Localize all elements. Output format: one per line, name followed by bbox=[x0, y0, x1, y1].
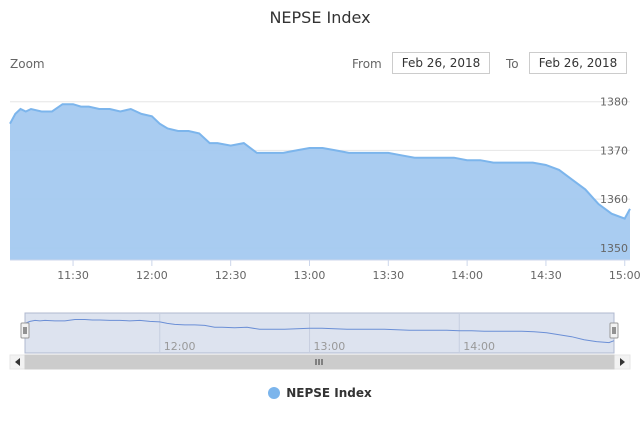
x-tick-label: 15:00 bbox=[609, 269, 640, 282]
legend-label: NEPSE Index bbox=[286, 386, 372, 400]
navigator-series-line bbox=[24, 319, 615, 344]
series-area bbox=[10, 104, 630, 260]
to-date-input[interactable]: Feb 26, 2018 bbox=[529, 52, 627, 74]
scroll-left-arrow-icon[interactable] bbox=[15, 358, 20, 366]
series-line bbox=[9, 103, 631, 220]
navigator-tick-label: 13:00 bbox=[314, 340, 346, 353]
legend-item-nepse-index[interactable]: NEPSE Index bbox=[0, 386, 640, 400]
navigator-tick-label: 12:00 bbox=[164, 340, 196, 353]
x-tick-label: 12:00 bbox=[136, 269, 168, 282]
x-axis: 11:30 12:00 12:30 13:00 13:30 14:00 14:30 15:00 bbox=[10, 259, 640, 282]
x-tick-label: 13:00 bbox=[294, 269, 326, 282]
x-tick-label: 12:30 bbox=[215, 269, 247, 282]
x-tick-label: 14:00 bbox=[451, 269, 483, 282]
navigator[interactable]: 12:00 13:00 14:00 bbox=[9, 312, 631, 370]
y-tick-label: 1360 bbox=[600, 193, 628, 206]
x-tick-label: 11:30 bbox=[57, 269, 89, 282]
navigator-tick-label: 14:00 bbox=[463, 340, 495, 353]
chart-title: NEPSE Index bbox=[269, 8, 371, 27]
navigator-right-handle[interactable] bbox=[609, 322, 619, 339]
y-tick-label: 1370 bbox=[600, 144, 628, 157]
scroll-right-arrow-icon[interactable] bbox=[620, 358, 625, 366]
x-tick-label: 14:30 bbox=[530, 269, 562, 282]
scrollbar[interactable] bbox=[9, 354, 631, 370]
navigator-window bbox=[24, 312, 615, 354]
series-nepse-index bbox=[9, 103, 631, 260]
navigator-left-handle[interactable] bbox=[20, 322, 30, 339]
y-axis: 1350 1360 1370 1380 bbox=[600, 96, 628, 255]
y-tick-label: 1350 bbox=[600, 242, 628, 255]
from-label: From bbox=[352, 57, 382, 71]
from-date-input[interactable]: Feb 26, 2018 bbox=[392, 52, 490, 74]
zoom-label: Zoom bbox=[10, 57, 45, 71]
y-tick-label: 1380 bbox=[600, 96, 628, 109]
legend-marker-icon bbox=[268, 387, 281, 399]
to-label: To bbox=[506, 57, 519, 71]
x-tick-label: 13:30 bbox=[372, 269, 404, 282]
